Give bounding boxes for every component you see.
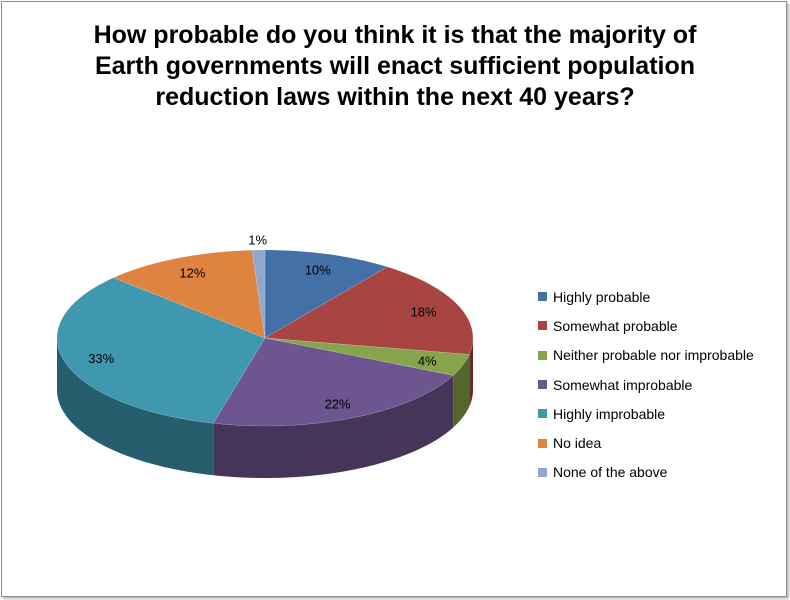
legend-label: Neither probable nor improbable <box>553 347 754 364</box>
legend-label: Somewhat probable <box>553 317 678 334</box>
data-label: 22% <box>325 396 351 411</box>
legend-item: Highly probable <box>538 282 754 311</box>
legend-item: Neither probable nor improbable <box>538 341 754 370</box>
legend-label: None of the above <box>553 464 668 481</box>
legend-swatch <box>538 467 547 477</box>
legend-swatch <box>538 409 547 419</box>
legend: Highly probable Somewhat probable Neither … <box>538 282 754 487</box>
pie-slice <box>264 337 470 376</box>
legend-item: Somewhat improbable <box>538 370 754 399</box>
legend-label: Highly improbable <box>553 405 666 422</box>
data-label: 4% <box>418 353 437 368</box>
legend-item: Somewhat probable <box>538 311 754 340</box>
legend-item: Highly improbable <box>538 399 754 428</box>
legend-label: Highly probable <box>553 288 651 305</box>
legend-label: Somewhat improbable <box>553 376 693 393</box>
legend-item: None of the above <box>538 458 754 487</box>
pie-slice <box>264 249 388 339</box>
legend-label: No idea <box>553 435 602 452</box>
pie-slice-side <box>57 338 214 476</box>
legend-item: No idea <box>538 428 754 457</box>
data-label: 18% <box>411 304 437 319</box>
pie-slice <box>212 337 454 427</box>
legend-swatch <box>538 438 547 448</box>
pie-slice <box>264 266 474 355</box>
data-label: 1% <box>248 232 267 247</box>
legend-swatch <box>538 292 547 302</box>
pie-slice-side <box>213 375 454 478</box>
legend-swatch <box>538 321 547 331</box>
pie-slice-side <box>469 338 473 407</box>
data-label: 10% <box>305 262 331 277</box>
pie-slice <box>112 249 266 339</box>
legend-swatch <box>538 380 547 390</box>
data-label: 33% <box>88 351 114 366</box>
chart-title: How probable do you think it is that the… <box>93 21 697 111</box>
pie-slice <box>251 249 266 339</box>
data-label: 12% <box>179 266 205 281</box>
pie-slice-side <box>453 354 470 428</box>
legend-swatch <box>538 350 547 360</box>
pie-slice <box>56 277 266 424</box>
